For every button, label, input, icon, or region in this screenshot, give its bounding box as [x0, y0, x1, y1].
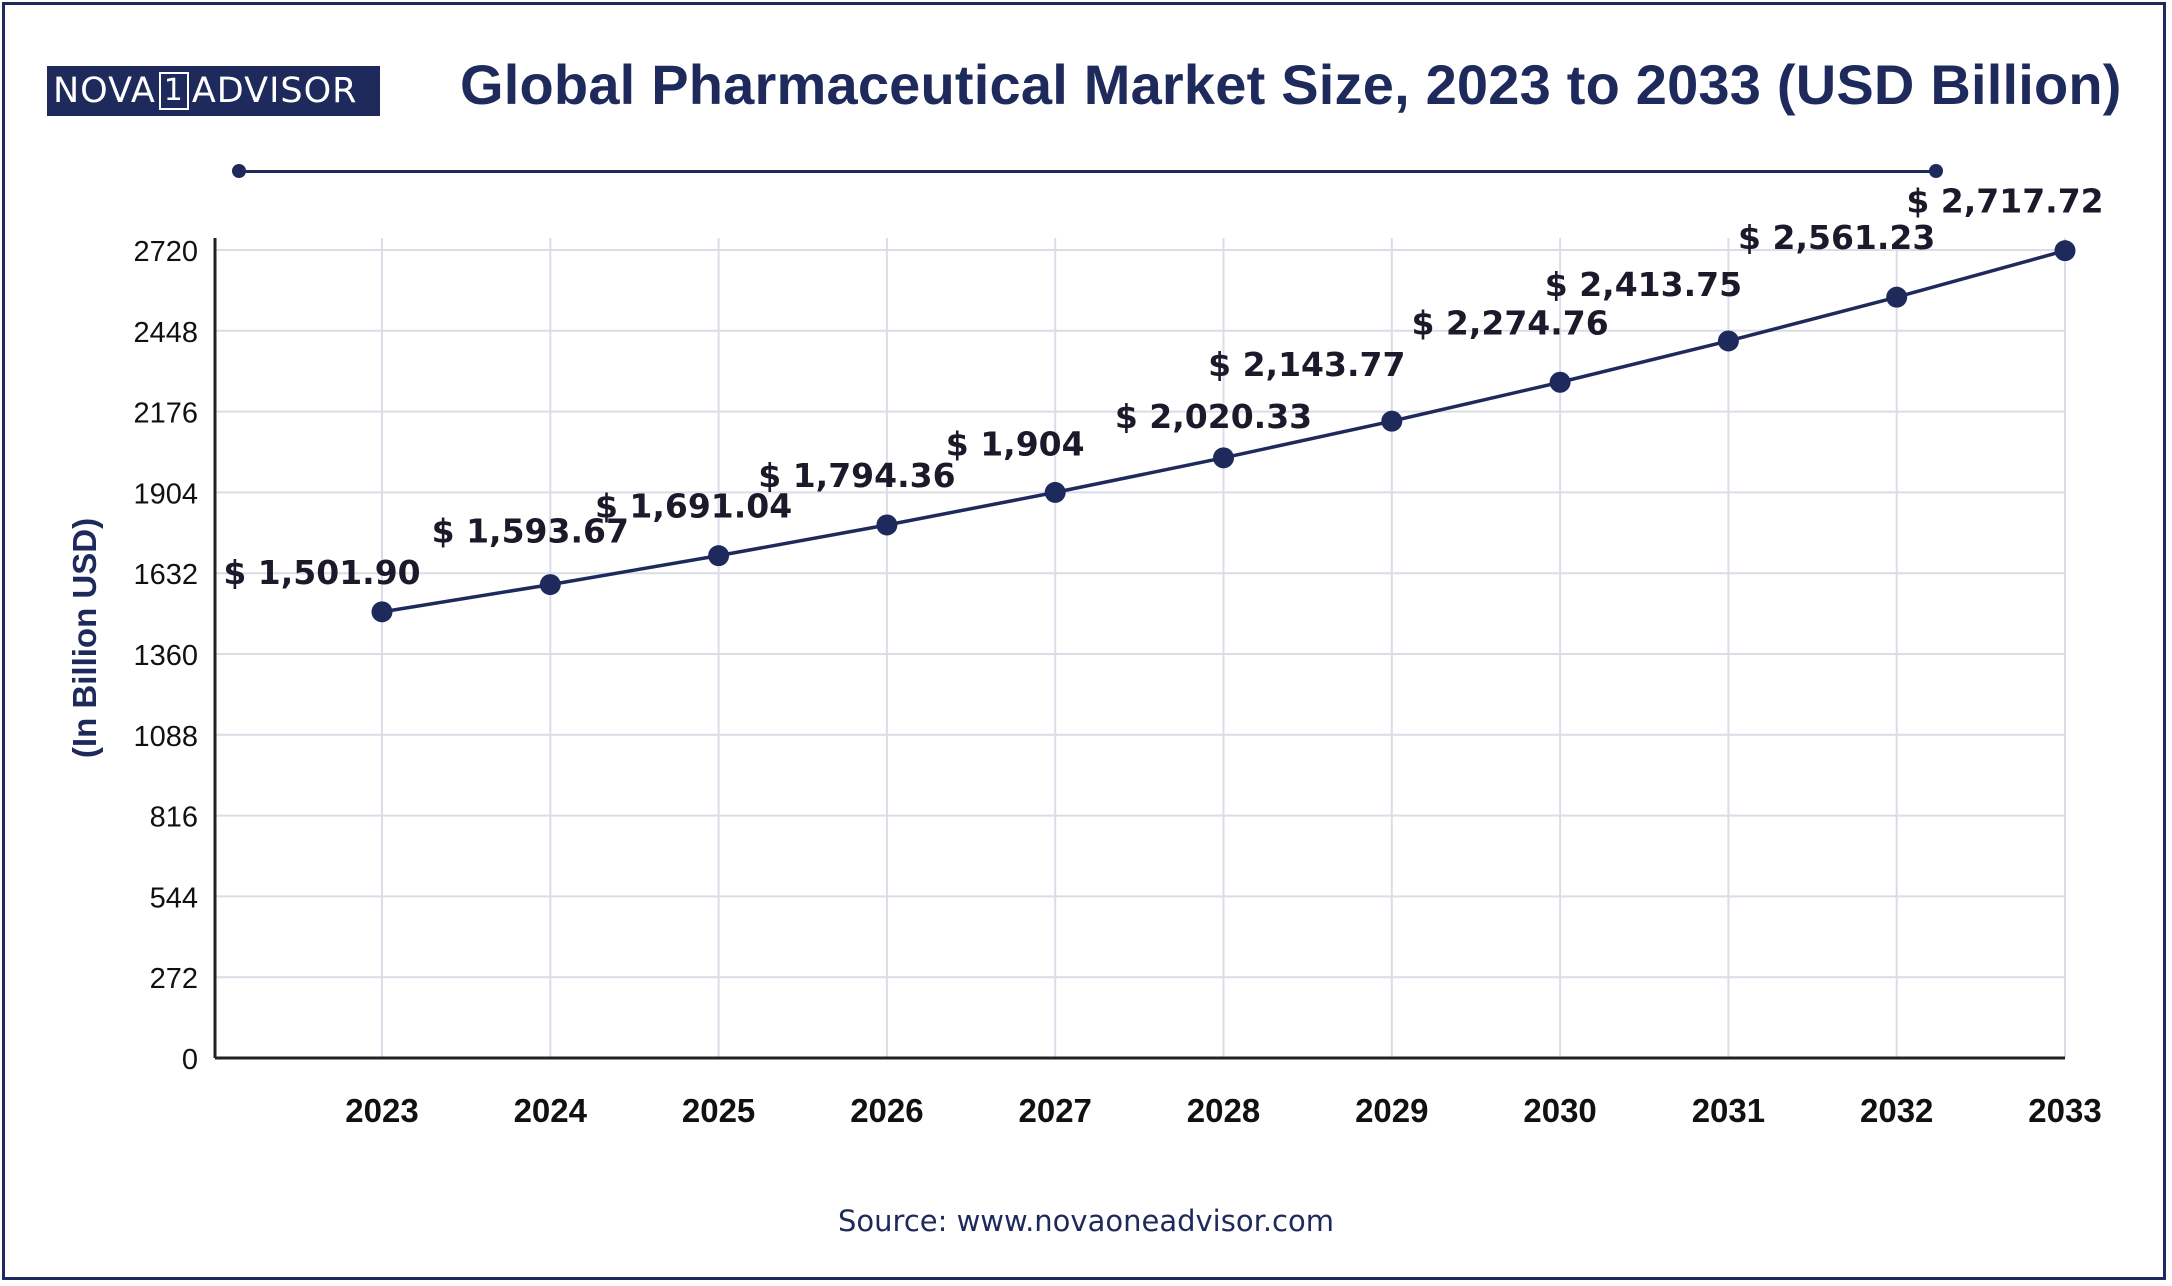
x-tick-label: 2033 — [2028, 1092, 2101, 1129]
data-point — [708, 545, 730, 567]
y-tick-label: 2720 — [133, 236, 198, 268]
data-label: $ 2,143.77 — [1208, 345, 1405, 384]
data-point — [1381, 410, 1403, 432]
y-tick-label: 544 — [150, 882, 198, 914]
data-point — [1886, 286, 1908, 308]
data-point — [1044, 481, 1066, 503]
x-tick-label: 2032 — [1860, 1092, 1933, 1129]
y-tick-label: 1904 — [133, 478, 198, 510]
x-tick-label: 2024 — [514, 1092, 588, 1129]
data-point — [1717, 330, 1739, 352]
x-tick-label: 2026 — [850, 1092, 923, 1129]
data-label: $ 2,561.23 — [1738, 218, 1935, 257]
y-tick-label: 2448 — [133, 317, 198, 349]
x-tick-label: 2030 — [1523, 1092, 1596, 1129]
divider-end-dot — [1929, 164, 1943, 178]
y-tick-label: 1360 — [133, 640, 198, 672]
data-point — [876, 514, 898, 536]
divider-start-dot — [232, 164, 246, 178]
y-axis-title: (In Billion USD) — [66, 518, 103, 758]
y-tick-label: 272 — [150, 963, 198, 995]
y-tick-label: 0 — [182, 1044, 198, 1076]
data-label: $ 1,794.36 — [758, 456, 955, 495]
x-tick-label: 2029 — [1355, 1092, 1428, 1129]
data-label: $ 1,593.67 — [432, 512, 629, 551]
data-point — [1549, 371, 1571, 393]
y-tick-label: 1088 — [133, 721, 198, 753]
y-tick-label: 816 — [150, 802, 198, 834]
data-point — [1213, 447, 1234, 469]
data-point — [371, 601, 393, 623]
logo-digit: 1 — [158, 72, 189, 110]
data-point — [539, 574, 561, 596]
data-label: $ 2,413.75 — [1545, 265, 1742, 304]
logo-text-left: NOVA — [53, 71, 156, 111]
x-tick-label: 2031 — [1692, 1092, 1765, 1129]
y-tick-label: 1632 — [133, 559, 198, 591]
data-label: $ 1,904 — [946, 424, 1085, 463]
y-tick-label: 2176 — [133, 398, 198, 430]
logo-text-right: ADVISOR — [191, 71, 358, 111]
x-tick-label: 2027 — [1018, 1092, 1091, 1129]
data-label: $ 2,717.72 — [1906, 182, 2103, 221]
data-label: $ 2,274.76 — [1411, 303, 1608, 342]
data-point — [2054, 240, 2076, 262]
x-tick-label: 2025 — [682, 1092, 755, 1129]
data-label: $ 1,501.90 — [223, 553, 420, 592]
title-divider — [238, 170, 1936, 173]
chart-title: Global Pharmaceutical Market Size, 2023 … — [460, 53, 2122, 116]
x-tick-label: 2028 — [1187, 1092, 1260, 1129]
data-label: $ 1,691.04 — [595, 487, 792, 526]
x-tick-label: 2023 — [345, 1092, 418, 1129]
brand-logo: NOVA 1 ADVISOR — [47, 66, 380, 116]
source-note: Source: www.novaoneadvisor.com — [838, 1204, 1334, 1238]
data-label: $ 2,020.33 — [1115, 397, 1312, 436]
